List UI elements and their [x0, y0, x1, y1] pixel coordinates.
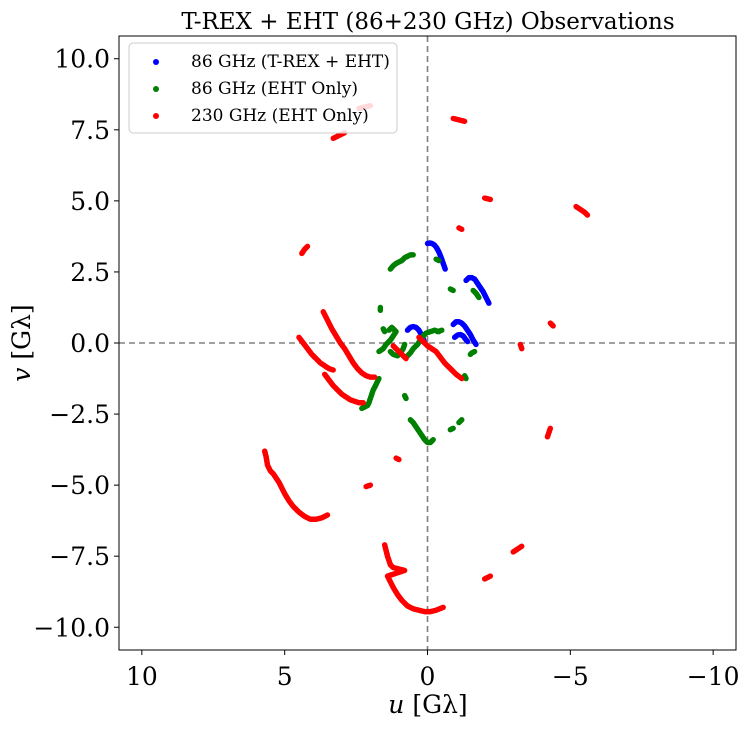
data-point [403, 395, 409, 402]
data-point [463, 375, 469, 382]
data-point [442, 266, 448, 272]
y-axis-label-unit: [Gλ] [7, 304, 36, 367]
data-point [436, 257, 442, 264]
data-point [377, 307, 384, 314]
data-point [464, 338, 471, 345]
data-point [440, 604, 446, 611]
data-point [410, 252, 416, 258]
data-point [476, 294, 482, 301]
data-point [324, 512, 331, 518]
data-point [363, 483, 369, 490]
data-point [403, 355, 409, 362]
series-2 [359, 252, 482, 446]
data-point [519, 543, 525, 549]
y-tick-label: −7.5 [49, 542, 110, 571]
data-point [486, 300, 492, 306]
data-point [487, 573, 494, 579]
data-point [550, 323, 556, 329]
data-point [467, 351, 474, 358]
x-axis-label-unit: [Gλ] [404, 690, 467, 719]
legend-label-trex: 86 GHz (T-REX + EHT) [191, 52, 390, 72]
legend-box [128, 42, 398, 134]
series-3 [261, 102, 591, 615]
y-tick-label: 2.5 [70, 258, 110, 287]
data-point [473, 341, 479, 348]
y-tick-label: 7.5 [70, 116, 110, 145]
data-point [459, 417, 465, 423]
legend-label-230-eht: 230 GHz (EHT Only) [191, 106, 369, 126]
x-tick-label: 0 [420, 662, 436, 691]
data-point [430, 436, 436, 443]
data-point [381, 328, 388, 335]
y-axis-ticks: 10.0 7.5 5.0 2.5 0.0 −2.5 −5.0 −7.5 −10.0 [33, 45, 119, 642]
legend-marker-trex [153, 59, 159, 65]
data-point [450, 425, 456, 431]
data-point [401, 341, 408, 348]
data-point [544, 434, 551, 440]
data-point [386, 327, 392, 333]
x-axis-label: u [Gλ] [388, 690, 467, 719]
legend-marker-86-eht [153, 86, 159, 92]
y-tick-label: 5.0 [70, 187, 110, 216]
data-point [396, 456, 402, 463]
data-point [487, 196, 494, 203]
data-point [584, 212, 591, 218]
data-points [261, 102, 591, 615]
y-tick-label: −10.0 [33, 613, 110, 642]
x-tick-label: −5 [552, 662, 589, 691]
legend-label-86-eht: 86 GHz (EHT Only) [191, 79, 358, 99]
y-tick-label: −2.5 [49, 400, 110, 429]
data-point [450, 287, 456, 294]
y-tick-label: 0.0 [70, 329, 110, 358]
x-tick-label: 10 [126, 662, 158, 691]
x-tick-label: 5 [277, 662, 293, 691]
data-point [360, 399, 366, 406]
y-tick-label: 10.0 [54, 45, 110, 74]
reference-lines [119, 36, 736, 650]
series-1 [404, 240, 492, 348]
y-axis-label-var: v [7, 368, 36, 382]
x-axis-label-var: u [388, 690, 404, 719]
data-point [461, 118, 468, 124]
data-point [371, 374, 378, 380]
plot-area [118, 35, 737, 651]
y-axis-label: v [Gλ] [7, 304, 36, 381]
data-point [459, 226, 465, 232]
data-point [517, 341, 524, 348]
data-point [304, 243, 311, 250]
chart-title: T-REX + EHT (86+230 GHz) Observations [181, 9, 674, 35]
x-tick-label: −10 [687, 662, 740, 691]
data-point [436, 328, 442, 335]
legend-marker-230-eht [153, 113, 159, 119]
y-tick-label: −5.0 [49, 471, 110, 500]
data-point [330, 367, 336, 373]
data-point [459, 375, 465, 382]
data-point [359, 405, 365, 412]
x-axis-ticks: 10 5 0 −5 −10 [126, 650, 740, 691]
legend: 86 GHz (T-REX + EHT) 86 GHz (EHT Only) 2… [128, 42, 398, 134]
